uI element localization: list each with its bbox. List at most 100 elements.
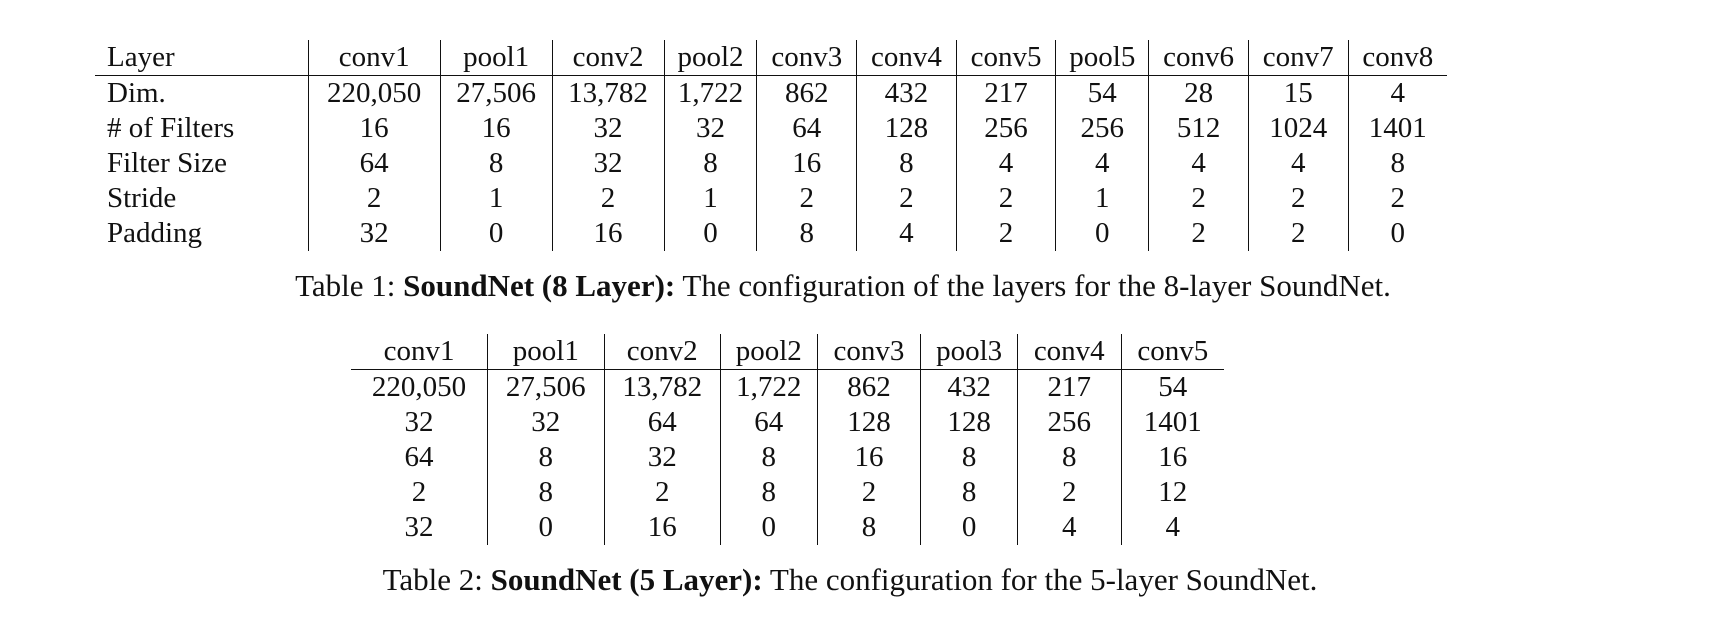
table2-cell: 220,050: [371, 371, 467, 403]
table2-cell: 8: [487, 475, 605, 510]
table1-header: Layer conv1 pool1 conv2 pool2 conv3 conv…: [95, 40, 1447, 76]
table2-row: 32 32 64 64 128 128 256 1401: [351, 405, 1224, 440]
table2-cell: 32: [603, 440, 721, 475]
table2-col-header: pool1: [487, 334, 605, 370]
table1-caption-text: The configuration of the layers for the …: [675, 268, 1391, 303]
table1-cell: 8: [1347, 146, 1447, 181]
table2-caption-bold: SoundNet (5 Layer):: [490, 562, 763, 597]
table2-caption-text: The configuration for the 5-layer SoundN…: [762, 562, 1318, 597]
table2-cell: 32: [404, 511, 434, 543]
table1-cell: 432: [856, 75, 957, 111]
table1-cell: 32: [551, 146, 664, 181]
table-soundnet-8-layer: Layer conv1 pool1 conv2 pool2 conv3 conv…: [95, 40, 1447, 251]
table1-cell: 1,722: [663, 75, 757, 111]
table1-cell: 2: [1247, 181, 1349, 216]
table1-cell: 8: [756, 216, 857, 251]
table1-cell: 217: [955, 75, 1056, 111]
table1-cell: 2: [1148, 216, 1249, 251]
table1-row: Filter Size 64 8 32 8 16 8 4 4 4 4 8: [95, 146, 1447, 181]
table1-cell: 2: [307, 181, 441, 216]
table1-caption-bold: SoundNet (8 Layer):: [403, 268, 676, 303]
table2-cell: 0: [719, 510, 818, 545]
table1-cell: 1401: [1347, 111, 1447, 146]
table1-cell: 13,782: [551, 75, 664, 111]
table2-cell: 2: [816, 475, 921, 510]
table1-cell: 8: [439, 146, 553, 181]
table1-row: # of Filters 16 16 32 32 64 128 256 256 512 1024 14…: [95, 111, 1447, 146]
table1-col-header: conv2: [551, 40, 664, 76]
table1-cell: 1024: [1247, 111, 1349, 146]
table2-row: 2 8 2 8 2 8 2 12: [351, 475, 1224, 510]
table1-col-header: conv5: [955, 40, 1056, 76]
table1-cell: 16: [307, 111, 441, 146]
table1-row-label: Stride: [107, 182, 177, 214]
table1-cell: 28: [1148, 75, 1249, 111]
table2-cell: 16: [1120, 440, 1224, 475]
table2-cell: 256: [1016, 405, 1122, 440]
table1-cell: 220,050: [307, 75, 441, 111]
table1-cell: 4: [1055, 146, 1149, 181]
table1-row: Padding 32 0 16 0 8 4 2 0 2 2 0: [95, 216, 1447, 251]
table1-cell: 4: [1247, 146, 1349, 181]
table1-cell: 4: [955, 146, 1056, 181]
table1-row: Dim. 220,050 27,506 13,782 1,722 862 432 217 54 2…: [95, 75, 1447, 111]
table1-cell: 16: [551, 216, 664, 251]
table1-cell: 64: [756, 111, 857, 146]
table1-cell: 15: [1247, 75, 1349, 111]
table2-cell: 432: [920, 369, 1018, 405]
table2-cell: 1401: [1120, 405, 1224, 440]
table2-cell: 8: [920, 440, 1018, 475]
table1-cell: 32: [663, 111, 757, 146]
table2-caption-prefix: Table 2:: [382, 562, 491, 597]
table1-cell: 1: [663, 181, 757, 216]
table1-cell: 0: [663, 216, 757, 251]
table1-body: Dim. 220,050 27,506 13,782 1,722 862 432 217 54 2…: [95, 75, 1447, 251]
table1-col-header: pool5: [1055, 40, 1149, 76]
table2-cell: 8: [487, 440, 605, 475]
table2-col-header: conv3: [816, 334, 921, 370]
table1-cell: 4: [1347, 75, 1447, 111]
table2-cell: 8: [816, 510, 921, 545]
table2-cell: 54: [1120, 369, 1224, 405]
table1-col-header: conv7: [1247, 40, 1349, 76]
table2-cell: 27,506: [487, 369, 605, 405]
table2-cell: 32: [487, 405, 605, 440]
table1-cell: 16: [756, 146, 857, 181]
table2-cell: 1,722: [719, 369, 818, 405]
table2-col-header: pool3: [920, 334, 1018, 370]
table2-cell: 2: [603, 475, 721, 510]
table2-cell: 4: [1016, 510, 1122, 545]
table1-cell: 1: [1055, 181, 1149, 216]
table2-body: 220,050 27,506 13,782 1,722 862 432 217 54 32 32 6…: [351, 369, 1224, 545]
table2-cell: 16: [816, 440, 921, 475]
table1-row-label: Dim.: [107, 77, 166, 109]
table1-cell: 862: [756, 75, 857, 111]
table1-row: Stride 2 1 2 1 2 2 2 1 2 2 2: [95, 181, 1447, 216]
table2-col-header: conv2: [603, 334, 721, 370]
table1-cell: 4: [1148, 146, 1249, 181]
table2-cell: 0: [920, 510, 1018, 545]
table2-row: 220,050 27,506 13,782 1,722 862 432 217 54: [351, 369, 1224, 405]
table1-col-header: conv6: [1148, 40, 1249, 76]
table2-cell: 64: [404, 441, 434, 473]
table2-row: 32 0 16 0 8 0 4 4: [351, 510, 1224, 545]
table1-caption: Table 1: SoundNet (8 Layer): The configu…: [0, 268, 1701, 304]
table1-cell: 8: [856, 146, 957, 181]
table1-col-header: conv4: [856, 40, 957, 76]
table2-cell: 8: [1016, 440, 1122, 475]
table1-row-label: # of Filters: [107, 112, 235, 144]
table2-cell: 13,782: [603, 369, 721, 405]
table1-cell: 2: [756, 181, 857, 216]
table2-col-header: conv1: [351, 334, 488, 370]
table1-cell: 2: [955, 216, 1056, 251]
table2-cell: 128: [920, 405, 1018, 440]
table1-cell: 2: [1148, 181, 1249, 216]
table2-cell: 64: [719, 405, 818, 440]
table2-cell: 2: [411, 476, 427, 508]
table1-cell: 2: [551, 181, 664, 216]
table1-cell: 2: [1347, 181, 1447, 216]
table1-cell: 256: [1055, 111, 1149, 146]
table1-cell: 8: [663, 146, 757, 181]
table2-cell: 2: [1016, 475, 1122, 510]
table2-cell: 32: [404, 406, 434, 438]
